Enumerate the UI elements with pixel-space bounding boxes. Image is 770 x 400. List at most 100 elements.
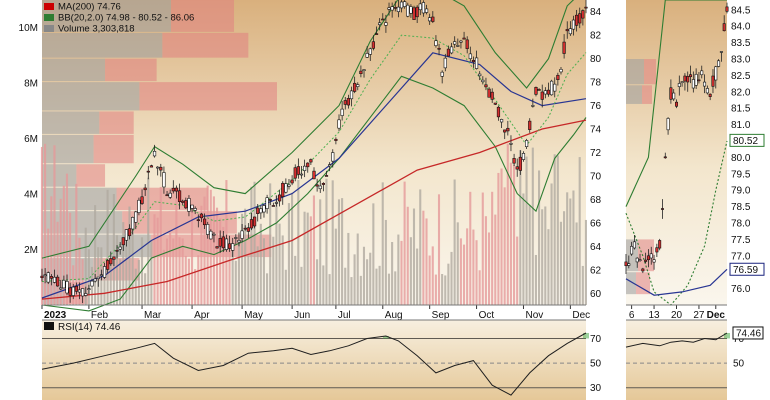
hourly-price-badge-label: 76.59 <box>733 265 758 276</box>
candle-body <box>287 184 291 187</box>
candle-body <box>546 89 551 95</box>
x-tick-label: Feb <box>91 310 109 321</box>
volume-bar <box>381 182 384 305</box>
hourly-candle-body <box>703 81 707 87</box>
volume-bar <box>375 268 378 305</box>
hourly-price-tick-label: 77.0 <box>731 251 751 262</box>
volume-bar <box>181 238 184 305</box>
volume-bar <box>294 255 297 305</box>
volume-bar <box>206 185 209 305</box>
volume-bar <box>500 168 503 305</box>
volume-bar <box>484 216 487 305</box>
rsi-label: RSI(14) 74.46 <box>58 322 121 333</box>
volume-bar <box>262 238 265 305</box>
candle-body <box>456 45 460 47</box>
candle-body <box>127 228 132 237</box>
volume-bar <box>328 274 331 305</box>
hourly-candle-body <box>632 241 636 249</box>
candle-body <box>146 170 150 173</box>
volume-bar <box>169 232 172 305</box>
hourly-price-badge <box>729 262 765 276</box>
candle-body <box>93 278 97 282</box>
candle-body <box>506 127 510 132</box>
volume-bar <box>334 228 337 305</box>
volume-bar <box>312 195 315 305</box>
candle-body <box>437 47 441 50</box>
x-tick-label: Aug <box>385 310 403 321</box>
candle-body <box>196 219 200 221</box>
volume-by-price-up-bar <box>42 0 171 32</box>
hourly-candle-body <box>652 259 656 263</box>
candle-body <box>493 102 497 105</box>
volume-bar <box>109 258 112 305</box>
hourly-candle-body <box>644 259 648 262</box>
hourly-x-tick-label: Dec <box>707 310 726 321</box>
candle-body <box>268 199 272 201</box>
candle-body <box>184 200 188 209</box>
volume-bar <box>397 234 400 305</box>
volume-bar <box>47 228 50 305</box>
candle-body <box>484 84 488 88</box>
candle-body <box>584 6 588 9</box>
candle-body <box>431 16 435 22</box>
volume-bar <box>84 227 87 305</box>
candle-body <box>252 216 257 227</box>
volume-tick-label: 10M <box>19 23 38 34</box>
volume-bar <box>159 186 162 305</box>
candle-body <box>521 153 526 160</box>
hourly-volume-by-price-up-bar <box>626 272 636 295</box>
hourly-price-tick-label: 78.5 <box>731 202 751 213</box>
candle-body <box>162 172 166 188</box>
volume-bar <box>569 198 572 305</box>
candle-body <box>315 184 319 187</box>
candle-body <box>337 119 341 129</box>
volume-bar <box>525 156 528 305</box>
volume-bar <box>550 183 553 305</box>
volume-bar <box>291 192 294 305</box>
volume-bar <box>447 263 450 305</box>
volume-bar <box>428 255 431 305</box>
volume-by-price-up-bar <box>42 58 106 82</box>
candle-body <box>371 41 376 49</box>
volume-bar <box>391 241 394 305</box>
candle-body <box>384 22 388 26</box>
volume-bar <box>56 221 59 305</box>
volume-bar <box>215 207 219 305</box>
volume-bar <box>187 258 190 305</box>
volume-bar <box>44 143 47 305</box>
hourly-price-tick-label: 82.5 <box>731 71 751 82</box>
volume-tick-label: 6M <box>24 134 38 145</box>
volume-bar <box>466 228 469 305</box>
candle-body <box>99 274 104 277</box>
legend-swatch <box>44 25 54 32</box>
volume-bar <box>75 183 78 305</box>
hourly-volume-by-price-up-bar <box>626 85 642 104</box>
hourly-candle-body <box>708 93 712 97</box>
candle-body <box>84 293 88 296</box>
x-tick-label: Jun <box>294 310 310 321</box>
price-tick-label: 78 <box>590 78 602 89</box>
volume-bar <box>115 235 119 305</box>
hourly-candle-body <box>686 76 690 83</box>
volume-bar <box>538 170 541 305</box>
volume-bar <box>556 155 559 305</box>
candle-body <box>512 158 516 164</box>
candle-body <box>274 202 279 204</box>
candle-body <box>74 286 78 292</box>
volume-bar <box>65 173 69 305</box>
hourly-candle-body <box>630 246 634 255</box>
volume-bar <box>325 178 328 305</box>
candle-body <box>409 6 413 14</box>
price-tick-label: 68 <box>590 195 602 206</box>
legend-swatch <box>44 14 54 21</box>
x-tick-label: Jul <box>338 310 351 321</box>
hourly-x-tick-label: 27 <box>693 310 705 321</box>
x-tick-label: Sep <box>432 310 450 321</box>
volume-bar <box>475 240 478 305</box>
candle-body <box>403 1 407 7</box>
candle-body <box>112 256 116 260</box>
candle-body <box>453 41 457 45</box>
volume-bar <box>234 260 237 305</box>
volume-bar <box>306 212 309 305</box>
candle-body <box>284 183 288 193</box>
